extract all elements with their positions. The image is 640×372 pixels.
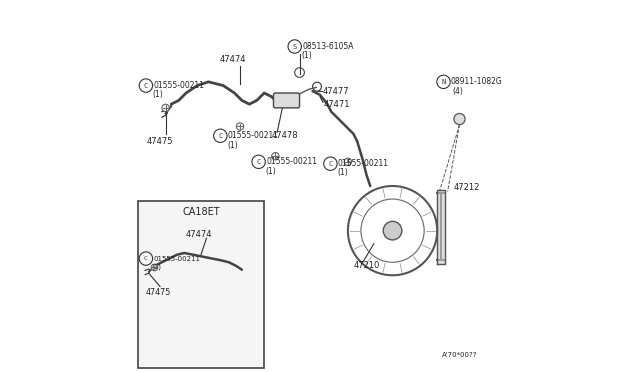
Circle shape (236, 123, 244, 130)
Polygon shape (437, 190, 445, 264)
Text: 47212: 47212 (453, 183, 479, 192)
Circle shape (383, 221, 402, 240)
Text: 47475: 47475 (147, 137, 173, 146)
Text: C: C (218, 133, 223, 139)
Text: N: N (442, 79, 445, 85)
FancyBboxPatch shape (273, 93, 300, 108)
Text: (1): (1) (337, 169, 348, 177)
Text: 47478: 47478 (271, 131, 298, 140)
Text: 47475: 47475 (145, 288, 171, 296)
Circle shape (151, 264, 158, 271)
Text: (4): (4) (452, 87, 463, 96)
Text: 01555-00211: 01555-00211 (154, 256, 200, 262)
Text: A'70*00??: A'70*00?? (442, 352, 477, 358)
Text: S: S (292, 44, 297, 49)
Text: C: C (144, 256, 148, 261)
Text: 47474: 47474 (220, 55, 246, 64)
Text: 01555-00211: 01555-00211 (154, 81, 205, 90)
Text: (1): (1) (153, 90, 164, 99)
Text: 01555-00211: 01555-00211 (266, 157, 317, 166)
Text: 47477: 47477 (323, 87, 349, 96)
Text: (1): (1) (266, 167, 276, 176)
Circle shape (344, 158, 351, 166)
Text: 47474: 47474 (186, 230, 212, 239)
Text: C: C (144, 83, 148, 89)
Text: (1): (1) (151, 263, 161, 270)
Circle shape (162, 104, 170, 112)
Text: (1): (1) (227, 141, 238, 150)
Text: 08911-1082G: 08911-1082G (451, 77, 502, 86)
Text: (1): (1) (301, 51, 312, 60)
Text: 01555-00211: 01555-00211 (228, 131, 279, 140)
Text: 01555-00211: 01555-00211 (338, 159, 389, 168)
FancyBboxPatch shape (138, 201, 264, 368)
Text: CA18ET: CA18ET (182, 207, 220, 217)
Circle shape (454, 113, 465, 125)
Text: 08513-6105A: 08513-6105A (302, 42, 354, 51)
Text: C: C (328, 161, 333, 167)
Text: 47471: 47471 (324, 100, 350, 109)
Text: 47210: 47210 (353, 262, 380, 270)
Circle shape (271, 153, 279, 160)
Text: C: C (257, 159, 260, 165)
